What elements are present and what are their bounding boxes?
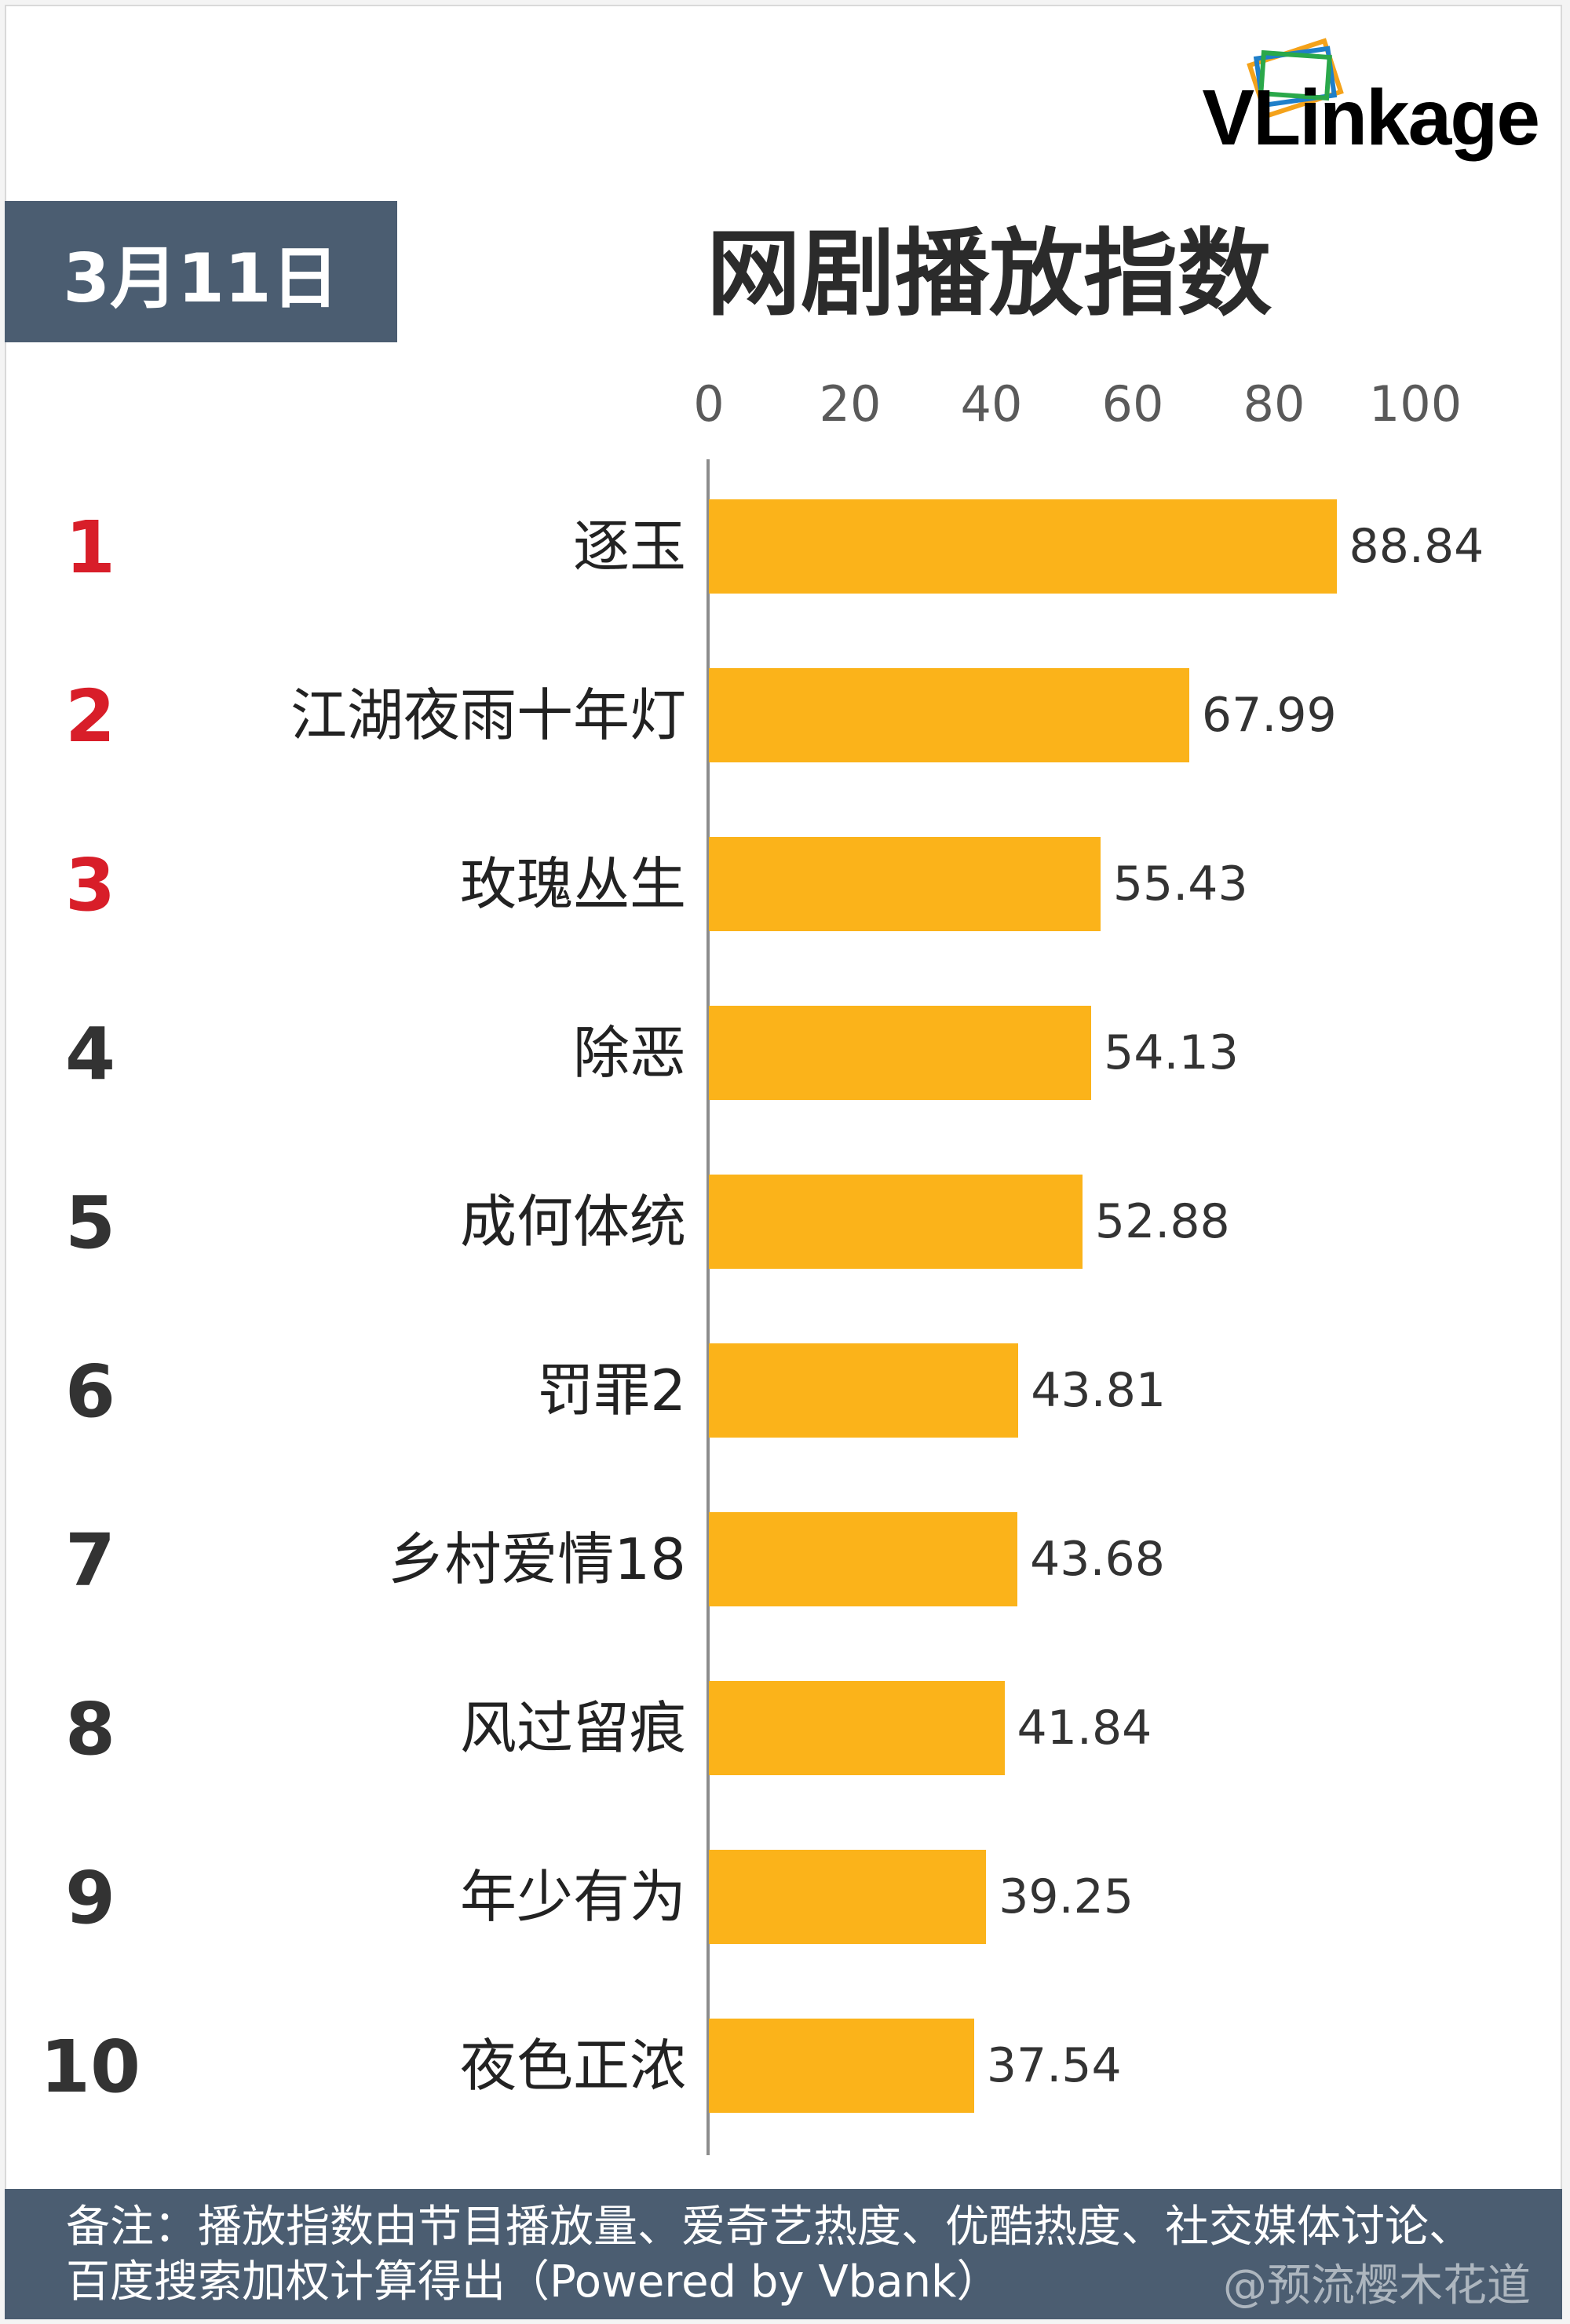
x-tick-label: 100 (1368, 375, 1462, 433)
category-label: 逐玉 (572, 513, 686, 579)
bar (709, 668, 1189, 762)
value-label: 54.13 (1104, 1025, 1239, 1080)
category-label: 成何体统 (459, 1189, 686, 1255)
x-tick-label: 80 (1243, 375, 1305, 433)
value-label: 43.81 (1031, 1363, 1167, 1418)
bar (709, 1343, 1019, 1438)
rank-number: 6 (64, 1350, 115, 1434)
x-tick-label: 40 (960, 375, 1023, 433)
value-label: 43.68 (1030, 1532, 1165, 1587)
bar (709, 1681, 1005, 1775)
category-label: 乡村爱情18 (388, 1526, 686, 1592)
rank-number: 4 (64, 1012, 115, 1096)
category-label: 除恶 (572, 1020, 686, 1086)
bar (709, 499, 1337, 594)
logo-text: VLinkage (1202, 74, 1540, 162)
chart-title: 网剧播放指数 (706, 220, 1272, 329)
x-tick-label: 60 (1101, 375, 1164, 433)
vlinkage-logo: VLinkage (1162, 31, 1540, 173)
date-badge: 3月11日 (5, 201, 397, 342)
rank-number: 5 (64, 1181, 115, 1265)
footnote: 备注：播放指数由节目播放量、爱奇艺热度、优酷热度、社交媒体讨论、百度搜索加权计算… (5, 2189, 1562, 2319)
value-label: 37.54 (986, 2038, 1122, 2093)
category-label: 年少有为 (459, 1864, 686, 1930)
rank-number: 1 (64, 506, 115, 590)
value-label: 88.84 (1349, 519, 1484, 574)
rank-number: 7 (64, 1518, 115, 1602)
rank-number: 3 (64, 843, 115, 927)
value-label: 52.88 (1094, 1194, 1230, 1249)
x-tick-label: 20 (819, 375, 882, 433)
rank-number: 8 (64, 1687, 115, 1771)
y-axis-line (706, 459, 710, 2155)
value-label: 41.84 (1017, 1701, 1152, 1756)
bar (709, 2019, 974, 2113)
x-tick-label: 0 (693, 375, 725, 433)
category-label: 风过留痕 (459, 1695, 686, 1761)
watermark: @预流樱木花道 (1223, 2260, 1531, 2311)
category-label: 夜色正浓 (459, 2033, 686, 2099)
rank-number: 10 (39, 2025, 141, 2109)
stacked-cards-icon (1247, 38, 1344, 118)
category-label: 罚罪2 (537, 1357, 686, 1423)
bar (709, 1850, 987, 1944)
value-label: 39.25 (999, 1869, 1134, 1924)
category-label: 江湖夜雨十年灯 (290, 682, 686, 748)
bar (709, 1512, 1018, 1606)
bar (709, 1175, 1083, 1269)
bar (709, 837, 1101, 931)
chart-frame (5, 5, 1562, 2316)
rank-number: 2 (64, 674, 115, 758)
footnote-text: 备注：播放指数由节目播放量、爱奇艺热度、优酷热度、社交媒体讨论、百度搜索加权计算… (66, 2202, 1473, 2308)
category-label: 玫瑰丛生 (459, 851, 686, 917)
bar (709, 1006, 1092, 1100)
rank-number: 9 (64, 1856, 115, 1940)
value-label: 67.99 (1201, 688, 1337, 743)
value-label: 55.43 (1112, 857, 1248, 912)
